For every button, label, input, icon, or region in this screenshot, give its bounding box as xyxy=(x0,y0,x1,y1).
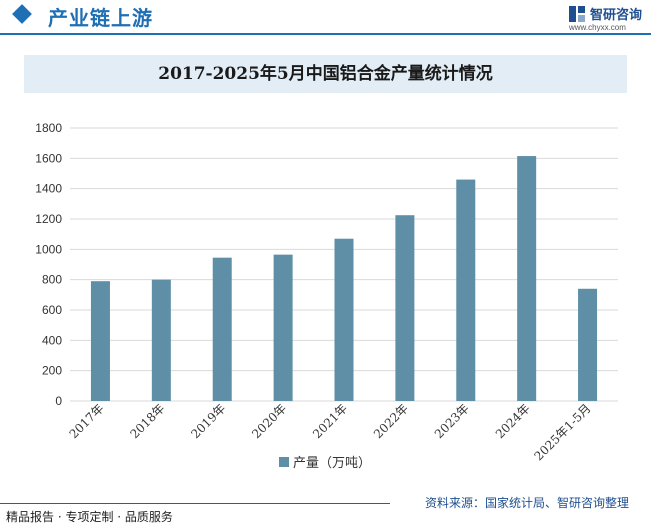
x-tick-label: 2024年 xyxy=(493,401,533,441)
y-tick-label: 1200 xyxy=(35,212,62,226)
brand-logo-icon xyxy=(568,5,586,23)
y-tick-label: 1800 xyxy=(35,121,62,135)
bar xyxy=(335,239,354,401)
x-tick-label: 2022年 xyxy=(371,401,411,441)
x-tick-label: 2019年 xyxy=(188,401,228,441)
legend-label: 产量（万吨） xyxy=(293,456,371,471)
y-tick-label: 1000 xyxy=(35,242,62,256)
x-tick-label: 2023年 xyxy=(432,401,472,441)
bar xyxy=(152,280,171,401)
source-note: 资料来源：国家统计局、智研咨询整理 xyxy=(425,494,629,511)
y-tick-label: 1400 xyxy=(35,182,62,196)
x-tick-label: 2020年 xyxy=(249,401,289,441)
diamond-icon xyxy=(12,4,32,24)
bar xyxy=(213,258,232,401)
bar xyxy=(395,215,414,401)
legend-swatch xyxy=(279,457,289,467)
y-tick-label: 400 xyxy=(42,333,62,347)
bar xyxy=(517,156,536,401)
header-rule xyxy=(0,33,651,35)
chart-title: 2017-2025年5月中国铝合金产量统计情况 xyxy=(24,55,627,93)
bar xyxy=(274,255,293,401)
x-tick-label: 2025年1-5月 xyxy=(532,401,594,463)
bar-chart: 0 200 400 600 800 1000 1200 1400 1600 1800 2017年 20… xyxy=(0,110,651,485)
footer-tagline: 精品报告 · 专项定制 · 品质服务 xyxy=(6,508,173,525)
brand-url: www.chyxx.com xyxy=(569,23,626,32)
y-tick-label: 1600 xyxy=(35,151,62,165)
section-title: 产业链上游 xyxy=(48,2,153,31)
bar xyxy=(456,180,475,401)
y-tick-label: 600 xyxy=(42,303,62,317)
page-header: 产业链上游 智研咨询 www.chyxx.com xyxy=(0,0,651,34)
y-tick-label: 0 xyxy=(55,394,62,408)
bar xyxy=(578,289,597,401)
chart-title-bar: 2017-2025年5月中国铝合金产量统计情况 xyxy=(24,55,627,93)
y-tick-label: 800 xyxy=(42,273,62,287)
x-tick-label: 2018年 xyxy=(127,401,167,441)
x-tick-label: 2017年 xyxy=(67,401,107,441)
footer-rule xyxy=(0,503,390,504)
y-tick-label: 200 xyxy=(42,364,62,378)
x-tick-label: 2021年 xyxy=(310,401,350,441)
bar xyxy=(91,281,110,401)
brand-name: 智研咨询 xyxy=(590,4,642,23)
